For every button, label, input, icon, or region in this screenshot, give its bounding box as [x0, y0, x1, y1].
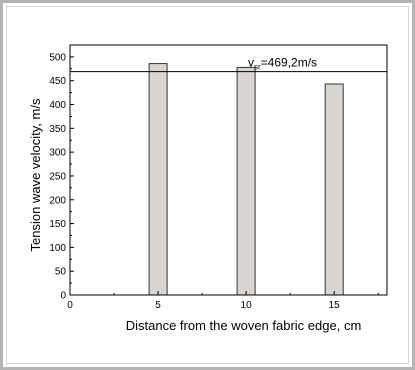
bars: [148, 63, 344, 296]
y-axis-ticks: 0 50 100 150 200 250 300 350 400 450 500: [49, 52, 74, 302]
reference-line-label: vsr=469,2m/s: [248, 56, 317, 72]
bar-5: [148, 63, 168, 296]
x-tick-label-0: 0: [67, 300, 73, 311]
plot-area-frame: [69, 44, 388, 296]
y-tick-label-300: 300: [49, 148, 66, 159]
y-tick-label-0: 0: [60, 291, 66, 302]
y-tick-label-150: 150: [49, 219, 66, 230]
y-tick-label-50: 50: [55, 267, 67, 278]
bar-15: [324, 83, 344, 296]
y-tick-label-100: 100: [49, 243, 66, 254]
y-tick-label-400: 400: [49, 100, 66, 111]
x-tick-label-5: 5: [155, 300, 161, 311]
reference-label-subscript: sr: [254, 63, 261, 72]
reference-label-main: v: [248, 56, 254, 70]
bar-10: [236, 66, 256, 296]
y-tick-label-250: 250: [49, 171, 66, 182]
reference-label-value: =469,2m/s: [261, 56, 317, 70]
x-axis-title: Distance from the woven fabric edge, cm: [126, 318, 362, 333]
y-tick-label-500: 500: [49, 52, 66, 63]
y-tick-label-450: 450: [49, 76, 66, 87]
x-tick-label-10: 10: [241, 300, 253, 311]
y-tick-label-350: 350: [49, 124, 66, 135]
x-axis-ticks: 0 5 10 15: [67, 291, 379, 311]
figure-inner-border: [6, 6, 409, 364]
y-tick-label-200: 200: [49, 195, 66, 206]
y-axis-title: Tension wave velocity, m/s: [28, 98, 43, 251]
x-tick-label-15: 15: [329, 300, 341, 311]
